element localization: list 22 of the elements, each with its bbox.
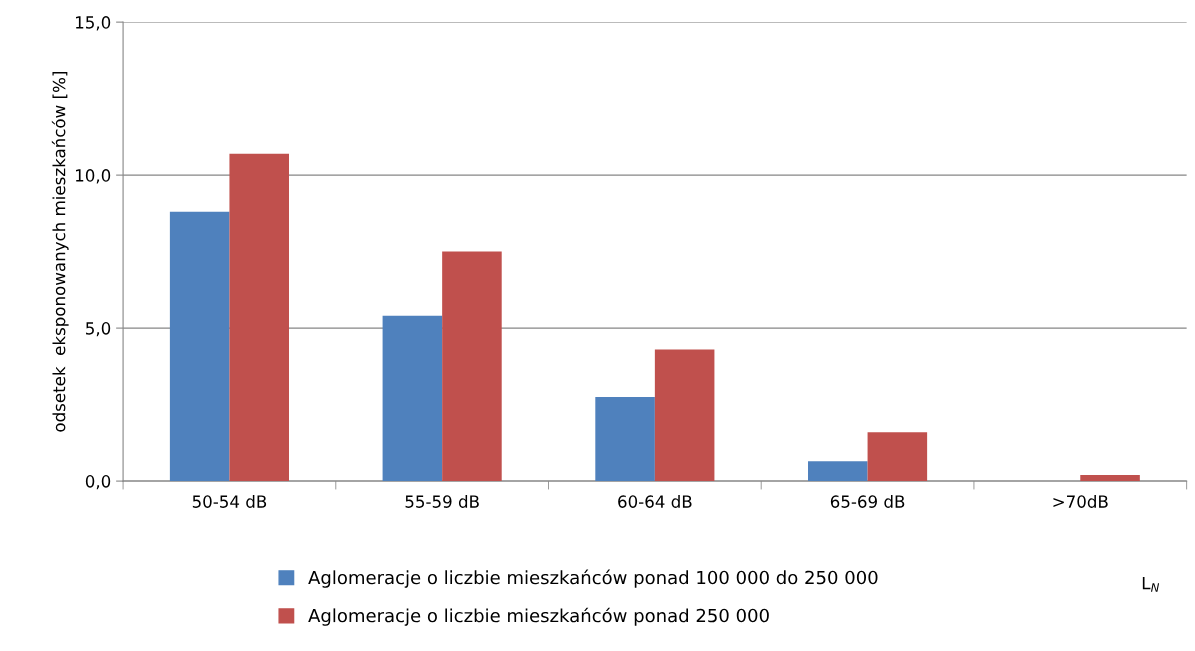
x-tick-label: 60-64 dB — [618, 494, 692, 508]
bar — [595, 396, 655, 482]
bar — [1080, 474, 1140, 482]
bar — [442, 251, 502, 482]
bar — [382, 315, 443, 482]
y-tick-label: 5,0 — [86, 322, 111, 337]
x-tick-label: 50-54 dB — [192, 494, 267, 508]
y-tick-label: 0,0 — [85, 475, 111, 490]
x-axis-title: L$_{N}$ — [1142, 576, 1160, 592]
bar — [808, 461, 868, 482]
y-tick-label: 15,0 — [76, 16, 111, 31]
x-tick-label: 65-69 dB — [830, 494, 905, 508]
legend-label: Aglomeracje o liczbie mieszkańców ponad 250 000 — [308, 607, 769, 626]
legend-label: Aglomeracje o liczbie mieszkańców ponad 100 000 do 250 000 — [308, 569, 878, 588]
bar — [654, 349, 715, 482]
bar — [867, 432, 928, 482]
x-tick-label: >70dB — [1053, 494, 1108, 508]
y-tick-label: 10,0 — [76, 169, 111, 184]
bar — [169, 211, 230, 482]
bar — [229, 153, 289, 482]
x-tick-label: 55-59 dB — [405, 494, 479, 508]
y-axis-title: odsetek eksponowanych mieszkańców [%] — [51, 72, 69, 432]
